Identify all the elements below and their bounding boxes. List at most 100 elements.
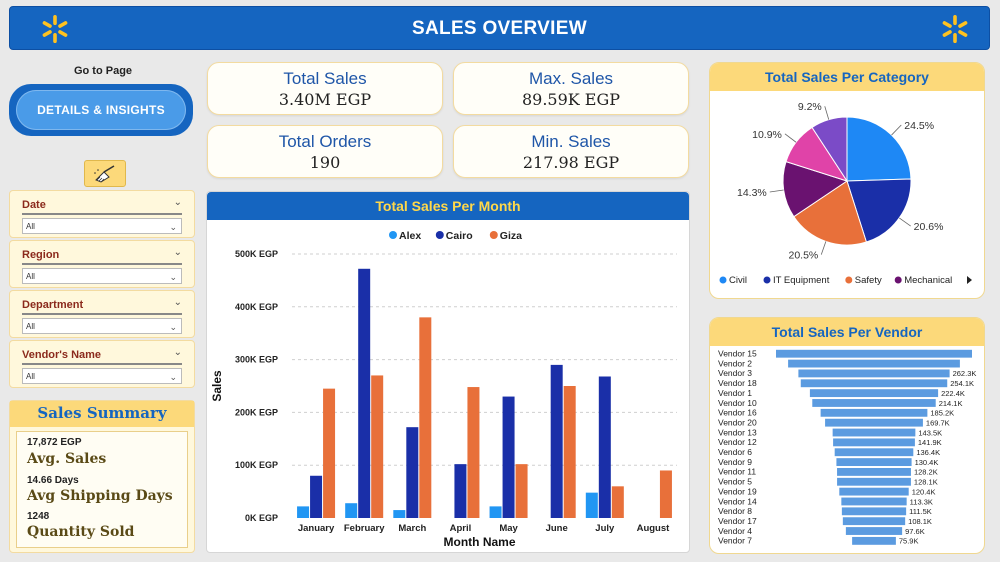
vendor-data-label: 97.6K	[905, 527, 925, 536]
y-tick-label: 0K EGP	[245, 513, 278, 523]
vendor-data-label: 113.3K	[910, 497, 933, 506]
chevron-down-icon[interactable]: ⌄	[173, 347, 182, 358]
vendor-data-label: 222.4K	[941, 389, 965, 398]
department-filter-select[interactable]: All ⌄	[22, 318, 182, 334]
bar-alex	[489, 506, 502, 518]
y-tick-label: 200K EGP	[235, 407, 278, 417]
pie-data-label: 14.3%	[737, 187, 767, 199]
legend-label: IT Equipment	[773, 275, 830, 286]
month-chart-title: Total Sales Per Month	[207, 192, 689, 220]
vendor-data-label: 128.1K	[914, 478, 938, 487]
department-filter[interactable]: Department ⌄ All ⌄	[9, 290, 195, 338]
vendor-data-label: 128.2K	[914, 468, 938, 477]
page-title: SALES OVERVIEW	[412, 18, 587, 39]
vendor-label: Vendor 14	[718, 496, 757, 506]
vendor-label: Vendor 4	[718, 526, 752, 536]
bar-giza	[419, 317, 432, 518]
pie-data-label: 20.6%	[914, 221, 944, 233]
vendor-label: Vendor 8	[718, 506, 752, 516]
bar-cairo	[550, 364, 563, 518]
pie-slice	[793, 180, 868, 246]
kpi-value: 3.40M EGP	[278, 90, 372, 109]
vendor-chart-title: Total Sales Per Vendor	[710, 318, 984, 346]
pie-slice	[846, 116, 912, 182]
bar-giza	[371, 375, 384, 518]
vendor-label: Vendor 6	[718, 447, 752, 457]
vendor-label: Vendor 7	[718, 536, 752, 546]
vendor-bar	[852, 536, 896, 545]
bar-alex	[585, 492, 598, 518]
legend-marker	[719, 276, 727, 284]
filter-label: Vendor's Name	[22, 349, 102, 361]
filter-label: Date	[22, 199, 46, 211]
avg-shipping-value: 14.66 Days	[27, 475, 79, 486]
kpi-value: 190	[309, 153, 341, 172]
quantity-sold-value: 1248	[27, 511, 50, 522]
pie-data-label: 24.5%	[904, 120, 934, 132]
vendor-data-label: 75.9K	[899, 537, 919, 546]
x-tick-label: June	[546, 523, 568, 534]
chevron-down-icon: ⌄	[169, 272, 177, 282]
bar-giza	[563, 386, 576, 518]
details-insights-button[interactable]: DETAILS & INSIGHTS	[16, 90, 186, 130]
vendor-bar	[837, 468, 911, 476]
kpi-value: 217.98 EGP	[522, 153, 620, 172]
vendor-data-label: 120.4K	[912, 487, 936, 496]
date-filter-select[interactable]: All ⌄	[22, 218, 182, 234]
vendor-bar	[809, 389, 939, 398]
vendor-label: Vendor 11	[718, 467, 756, 477]
region-filter-select[interactable]: All ⌄	[22, 268, 182, 284]
vendor-label: Vendor 15	[718, 349, 757, 359]
vendor-filter[interactable]: Vendor's Name ⌄ All ⌄	[9, 340, 195, 388]
kpi-label: Min. Sales	[531, 132, 611, 151]
y-tick-label: 300K EGP	[235, 355, 278, 365]
vendor-bar	[832, 428, 916, 437]
vendor-data-label: 214.1K	[939, 399, 963, 408]
sales-per-month-panel: Total Sales Per Month 0K EGP 100K EGP 200K…	[206, 191, 690, 553]
region-filter[interactable]: Region ⌄ All ⌄	[9, 240, 195, 288]
x-tick-label: May	[499, 523, 518, 534]
bar-cairo	[598, 376, 611, 518]
vendor-bar	[837, 477, 911, 486]
x-axis-title: Month Name	[444, 535, 516, 549]
kpi-value: 89.59K EGP	[521, 90, 621, 109]
vendor-bar	[820, 408, 928, 417]
vendor-label: Vendor 5	[718, 477, 752, 487]
chevron-down-icon: ⌄	[169, 372, 177, 382]
x-tick-label: April	[450, 523, 472, 534]
chevron-down-icon[interactable]: ⌄	[173, 197, 182, 208]
avg-sales-value: 17,872 EGP	[27, 437, 82, 448]
quantity-sold-label: Quantity Sold	[27, 524, 135, 540]
clear-filters-button[interactable]	[84, 160, 126, 187]
y-axis-title: Sales	[210, 370, 224, 402]
legend-label: Mechanical	[904, 275, 952, 286]
vendor-bar	[776, 349, 972, 358]
vendor-bar	[845, 527, 903, 535]
pie-slice	[811, 116, 848, 183]
vendor-bar	[833, 438, 915, 447]
sales-summary-title: Sales Summary	[10, 401, 194, 427]
bar-alex	[345, 503, 358, 518]
bar-giza	[323, 388, 336, 518]
sales-summary-body: 17,872 EGP Avg. Sales 14.66 Days Avg Shi…	[16, 431, 188, 548]
pie-slice	[782, 160, 849, 218]
vendor-data-label: 143.5K	[918, 428, 942, 437]
x-tick-label: August	[637, 523, 671, 534]
vendor-data-label: 169.7K	[926, 418, 950, 427]
header-bar: SALES OVERVIEW	[9, 6, 990, 50]
y-tick-label: 400K EGP	[235, 302, 278, 312]
vendor-bar	[800, 379, 948, 388]
bar-cairo	[502, 396, 515, 518]
chevron-down-icon[interactable]: ⌄	[173, 297, 182, 308]
vendor-filter-select[interactable]: All ⌄	[22, 368, 182, 384]
legend-marker	[489, 231, 498, 239]
vendor-label: Vendor 20	[718, 417, 757, 427]
filter-label: Region	[22, 249, 60, 261]
pie-leader-line	[769, 189, 784, 193]
kpi-label: Total Orders	[278, 132, 372, 151]
total-orders-card: Total Orders 190	[207, 125, 443, 178]
date-filter[interactable]: Date ⌄ All ⌄	[9, 190, 195, 238]
chevron-down-icon[interactable]: ⌄	[173, 247, 182, 258]
bar-alex	[297, 506, 310, 518]
vendor-label: Vendor 13	[718, 427, 757, 437]
